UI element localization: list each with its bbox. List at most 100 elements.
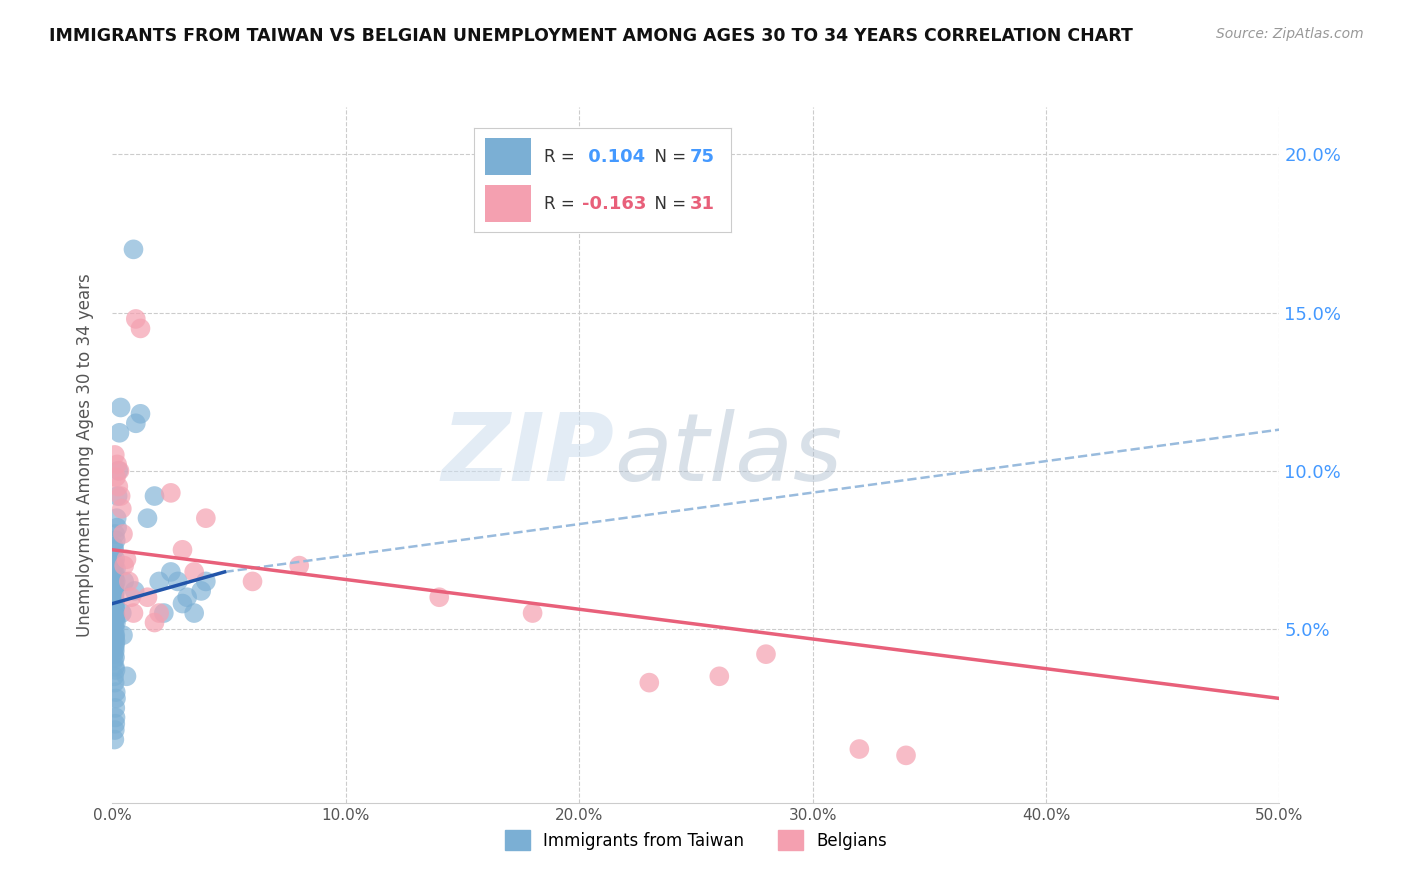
Point — [848, 742, 870, 756]
Text: ZIP: ZIP — [441, 409, 614, 501]
Point — [104, 615, 127, 630]
Point — [103, 591, 125, 605]
Point — [522, 606, 544, 620]
Point — [103, 571, 125, 585]
Point — [110, 489, 132, 503]
Point — [115, 669, 138, 683]
Point — [104, 577, 127, 591]
Point — [183, 606, 205, 620]
Point — [112, 574, 135, 589]
Point — [103, 542, 125, 557]
Point — [103, 732, 125, 747]
Point — [148, 606, 170, 620]
Legend: Immigrants from Taiwan, Belgians: Immigrants from Taiwan, Belgians — [499, 823, 893, 857]
Point — [104, 663, 127, 677]
Point — [143, 489, 166, 503]
Point — [104, 723, 127, 737]
Point — [108, 425, 131, 440]
Point — [427, 591, 450, 605]
Point — [104, 634, 127, 648]
Point — [104, 562, 127, 576]
Point — [105, 458, 128, 472]
Point — [103, 568, 125, 582]
Point — [160, 565, 183, 579]
Point — [104, 650, 127, 665]
Point — [104, 710, 127, 724]
Point — [104, 583, 127, 598]
Point — [103, 628, 125, 642]
Point — [894, 748, 917, 763]
Point — [176, 591, 198, 605]
Point — [103, 558, 125, 573]
Point — [104, 701, 127, 715]
Point — [129, 407, 152, 421]
Point — [143, 615, 166, 630]
Point — [104, 685, 127, 699]
Point — [103, 556, 125, 570]
Point — [111, 527, 134, 541]
Point — [153, 606, 176, 620]
Point — [103, 597, 125, 611]
Point — [105, 511, 128, 525]
Point — [104, 638, 127, 652]
Point — [104, 644, 127, 658]
Point — [111, 501, 134, 516]
Point — [103, 606, 125, 620]
Point — [104, 632, 127, 646]
Point — [104, 622, 127, 636]
Point — [112, 558, 135, 573]
Point — [638, 675, 661, 690]
Point — [104, 599, 127, 614]
Point — [104, 628, 127, 642]
Point — [136, 511, 159, 525]
Point — [166, 574, 188, 589]
Point — [183, 565, 205, 579]
Point — [104, 603, 127, 617]
Point — [103, 618, 125, 632]
Point — [122, 243, 145, 257]
Point — [103, 581, 125, 595]
Point — [104, 527, 127, 541]
Point — [107, 464, 129, 478]
Text: IMMIGRANTS FROM TAIWAN VS BELGIAN UNEMPLOYMENT AMONG AGES 30 TO 34 YEARS CORRELA: IMMIGRANTS FROM TAIWAN VS BELGIAN UNEMPL… — [49, 27, 1133, 45]
Point — [103, 675, 125, 690]
Point — [103, 640, 125, 655]
Point — [103, 565, 125, 579]
Point — [172, 597, 194, 611]
Point — [104, 609, 127, 624]
Point — [125, 312, 148, 326]
Point — [103, 612, 125, 626]
Point — [129, 321, 152, 335]
Point — [104, 660, 127, 674]
Point — [104, 574, 127, 589]
Point — [288, 558, 311, 573]
Y-axis label: Unemployment Among Ages 30 to 34 years: Unemployment Among Ages 30 to 34 years — [76, 273, 94, 637]
Point — [194, 511, 217, 525]
Point — [103, 653, 125, 667]
Point — [107, 489, 129, 503]
Point — [242, 574, 264, 589]
Point — [122, 606, 145, 620]
Point — [103, 669, 125, 683]
Point — [160, 486, 183, 500]
Point — [190, 583, 212, 598]
Point — [136, 591, 159, 605]
Point — [194, 574, 217, 589]
Point — [104, 587, 127, 601]
Point — [104, 593, 127, 607]
Point — [104, 716, 127, 731]
Point — [104, 533, 127, 548]
Point — [111, 628, 134, 642]
Point — [103, 647, 125, 661]
Point — [104, 470, 127, 484]
Point — [104, 612, 127, 626]
Point — [755, 647, 778, 661]
Point — [105, 521, 128, 535]
Point — [172, 542, 194, 557]
Point — [115, 552, 138, 566]
Point — [104, 691, 127, 706]
Point — [111, 606, 134, 620]
Point — [103, 540, 125, 554]
Point — [104, 448, 127, 462]
Text: Source: ZipAtlas.com: Source: ZipAtlas.com — [1216, 27, 1364, 41]
